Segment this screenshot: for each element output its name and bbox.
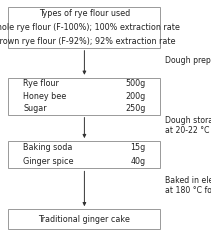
Text: 15g: 15g — [130, 143, 146, 152]
Text: Baked in electric oven
at 180 °C for 18 min.: Baked in electric oven at 180 °C for 18 … — [165, 175, 211, 195]
FancyBboxPatch shape — [8, 7, 160, 48]
Text: 200g: 200g — [125, 92, 146, 101]
Text: 500g: 500g — [125, 79, 146, 88]
Text: Dough storage for 5 days
at 20-22 °C: Dough storage for 5 days at 20-22 °C — [165, 116, 211, 135]
Text: Baking soda: Baking soda — [23, 143, 73, 152]
Text: Types of rye flour used: Types of rye flour used — [39, 10, 130, 18]
FancyBboxPatch shape — [8, 209, 160, 229]
Text: Brown rye flour (F-92%); 92% extraction rate: Brown rye flour (F-92%); 92% extraction … — [0, 37, 175, 45]
Text: Ginger spice: Ginger spice — [23, 157, 74, 166]
FancyBboxPatch shape — [8, 78, 160, 115]
Text: Whole rye flour (F-100%); 100% extraction rate: Whole rye flour (F-100%); 100% extractio… — [0, 23, 180, 32]
FancyBboxPatch shape — [8, 141, 160, 168]
Text: Dough preparation: Dough preparation — [165, 56, 211, 65]
Text: 250g: 250g — [125, 104, 146, 113]
Text: Honey bee: Honey bee — [23, 92, 66, 101]
Text: 40g: 40g — [130, 157, 146, 166]
Text: Rye flour: Rye flour — [23, 79, 59, 88]
Text: Traditional ginger cake: Traditional ginger cake — [38, 215, 130, 224]
Text: Sugar: Sugar — [23, 104, 47, 113]
